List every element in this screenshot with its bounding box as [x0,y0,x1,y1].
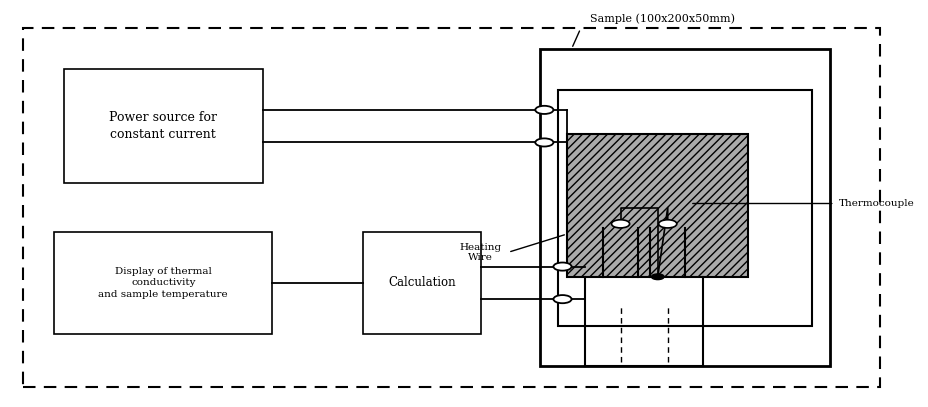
Circle shape [651,274,664,280]
Circle shape [535,106,553,114]
Text: Thermocouple: Thermocouple [838,199,914,208]
Bar [558,90,811,326]
Text: Power source for
constant current: Power source for constant current [110,111,217,141]
Circle shape [553,263,571,271]
Circle shape [658,220,677,228]
Circle shape [535,138,553,147]
Text: Display of thermal
conductivity
and sample temperature: Display of thermal conductivity and samp… [98,267,228,299]
Text: Calculation: Calculation [388,276,456,289]
Bar [63,69,263,183]
Bar [363,232,481,334]
Bar [566,134,748,277]
Text: Heating
Wire: Heating Wire [459,243,501,262]
Bar [539,49,830,366]
Circle shape [553,295,571,303]
Bar [55,232,272,334]
Circle shape [611,220,629,228]
Text: Sample (100x200x50mm): Sample (100x200x50mm) [589,14,734,24]
